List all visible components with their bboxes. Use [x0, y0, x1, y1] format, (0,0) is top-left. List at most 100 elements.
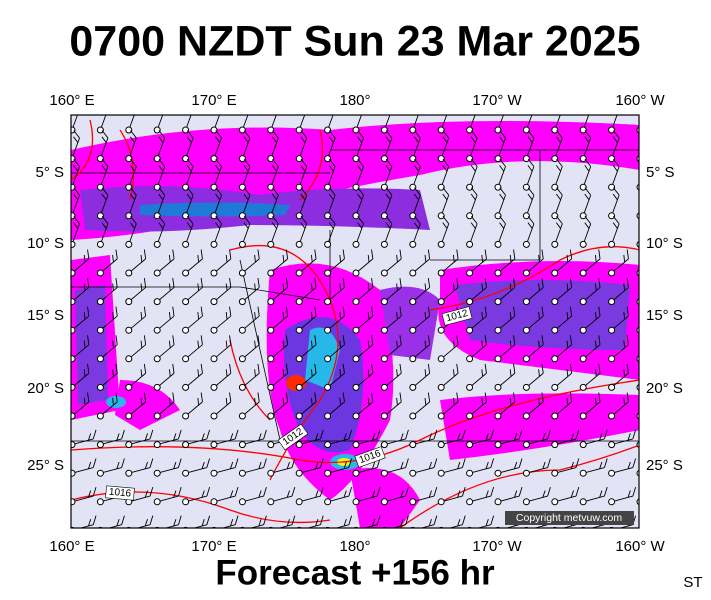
map-frame — [70, 114, 640, 529]
station — [295, 240, 303, 248]
barb — [412, 335, 431, 360]
barb-shaft — [185, 187, 194, 216]
barb-shaft — [554, 216, 563, 245]
barb-shaft — [270, 392, 289, 417]
barb-shaft — [298, 216, 308, 245]
station — [125, 326, 133, 334]
station — [324, 326, 332, 334]
barb-shaft — [213, 306, 232, 331]
barb-shaft — [241, 187, 251, 216]
barb — [611, 486, 637, 503]
station — [96, 240, 104, 248]
barb-shaft — [412, 458, 438, 474]
station — [96, 355, 104, 363]
barb-shaft — [526, 306, 544, 331]
barb-shaft — [582, 306, 601, 331]
barb — [383, 130, 393, 159]
barb-shaft — [100, 458, 125, 474]
station — [409, 412, 417, 420]
station — [182, 469, 190, 477]
barb — [611, 187, 620, 216]
barb — [441, 429, 466, 446]
station — [96, 212, 104, 220]
barb-shaft — [638, 516, 666, 531]
station — [522, 183, 530, 191]
barb — [327, 306, 345, 331]
barb-shaft — [611, 249, 629, 274]
barb — [128, 486, 154, 503]
station — [579, 212, 587, 220]
station — [409, 298, 417, 306]
barb-shaft — [441, 429, 466, 446]
barb — [128, 249, 147, 274]
barb-shaft — [71, 335, 90, 360]
barb-shaft — [497, 429, 523, 446]
barb — [554, 216, 563, 245]
barb-shaft — [526, 249, 544, 274]
barb-shaft — [355, 392, 374, 417]
barb-shaft — [185, 335, 203, 360]
station — [522, 498, 530, 506]
barb — [355, 278, 374, 302]
station — [324, 126, 332, 134]
barb-shaft — [383, 216, 393, 245]
barb — [128, 187, 137, 216]
station — [295, 498, 303, 506]
barb-shaft — [128, 278, 147, 302]
station — [182, 298, 190, 306]
barb — [384, 392, 402, 417]
barb — [327, 335, 345, 360]
barb-shaft — [213, 249, 232, 274]
station — [437, 155, 445, 163]
barb — [185, 130, 194, 159]
station — [352, 212, 360, 220]
barb — [383, 216, 393, 245]
barb — [554, 458, 580, 474]
station — [579, 383, 587, 391]
station — [324, 155, 332, 163]
barb-shaft — [611, 363, 629, 388]
barb-shaft — [440, 115, 450, 131]
barb-shaft — [554, 429, 580, 446]
barb — [213, 278, 232, 302]
barb — [270, 458, 296, 474]
station — [409, 441, 417, 449]
barb — [270, 130, 279, 159]
barb-shaft — [384, 486, 409, 503]
barb-shaft — [355, 187, 364, 216]
station — [96, 326, 104, 334]
barb-shaft — [241, 115, 251, 131]
barb — [299, 429, 324, 446]
barb — [99, 216, 109, 245]
barb — [526, 429, 551, 446]
station — [295, 183, 303, 191]
station — [494, 441, 502, 449]
barb-shaft — [100, 306, 118, 331]
barb — [554, 249, 573, 274]
station — [494, 326, 502, 334]
barb — [611, 278, 629, 302]
lon-label: 160° W — [615, 92, 665, 109]
station — [608, 212, 616, 220]
barb — [99, 115, 109, 131]
barb-shaft — [554, 392, 573, 417]
station — [71, 441, 76, 449]
barb-shaft — [270, 130, 279, 159]
barb-shaft — [213, 216, 222, 245]
barb — [355, 335, 374, 360]
station — [551, 498, 559, 506]
barb — [582, 158, 592, 188]
barb — [327, 429, 353, 446]
barb — [327, 486, 353, 503]
barb-shaft — [497, 306, 516, 331]
station — [324, 269, 332, 277]
station — [636, 155, 639, 162]
barb-shaft — [185, 363, 203, 388]
barb — [213, 363, 232, 388]
barb — [270, 278, 289, 302]
station — [153, 441, 161, 449]
station — [96, 298, 104, 306]
station — [153, 126, 161, 134]
barb-shaft — [213, 187, 222, 216]
barb-shaft — [412, 115, 421, 131]
